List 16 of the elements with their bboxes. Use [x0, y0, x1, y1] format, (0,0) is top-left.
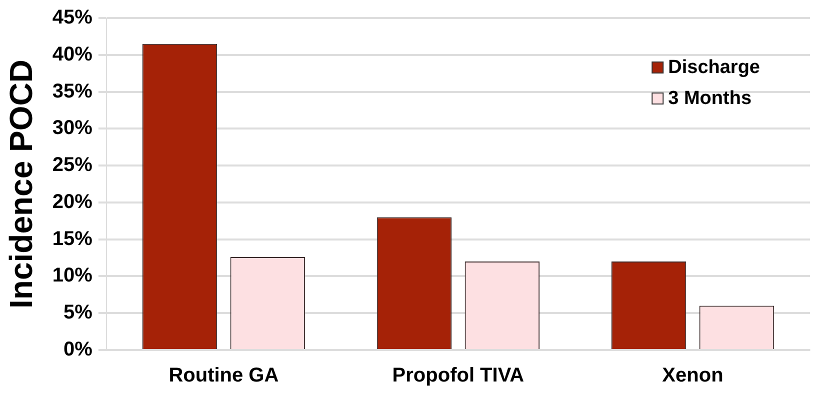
y-tick-label: 20% — [52, 190, 93, 213]
legend-label: Discharge — [668, 57, 760, 78]
y-axis-title: Incidence POCD — [3, 60, 40, 308]
y-tick-label: 35% — [52, 80, 93, 102]
y-tick-label: 0% — [64, 338, 93, 361]
legend-label: 3 Months — [668, 88, 752, 110]
y-tick-label: 30% — [52, 117, 93, 140]
x-tick-label: Propofol TIVA — [392, 364, 524, 387]
x-tick-label: Routine GA — [168, 364, 279, 387]
y-tick-label: 25% — [52, 154, 93, 176]
x-tick-label: Xenon — [662, 364, 724, 387]
y-tick-label: 40% — [52, 43, 93, 66]
y-tick-label: 10% — [52, 264, 93, 287]
y-tick-label: 15% — [52, 228, 93, 250]
y-tick-label: 5% — [64, 302, 93, 324]
y-tick-label: 45% — [52, 6, 93, 29]
